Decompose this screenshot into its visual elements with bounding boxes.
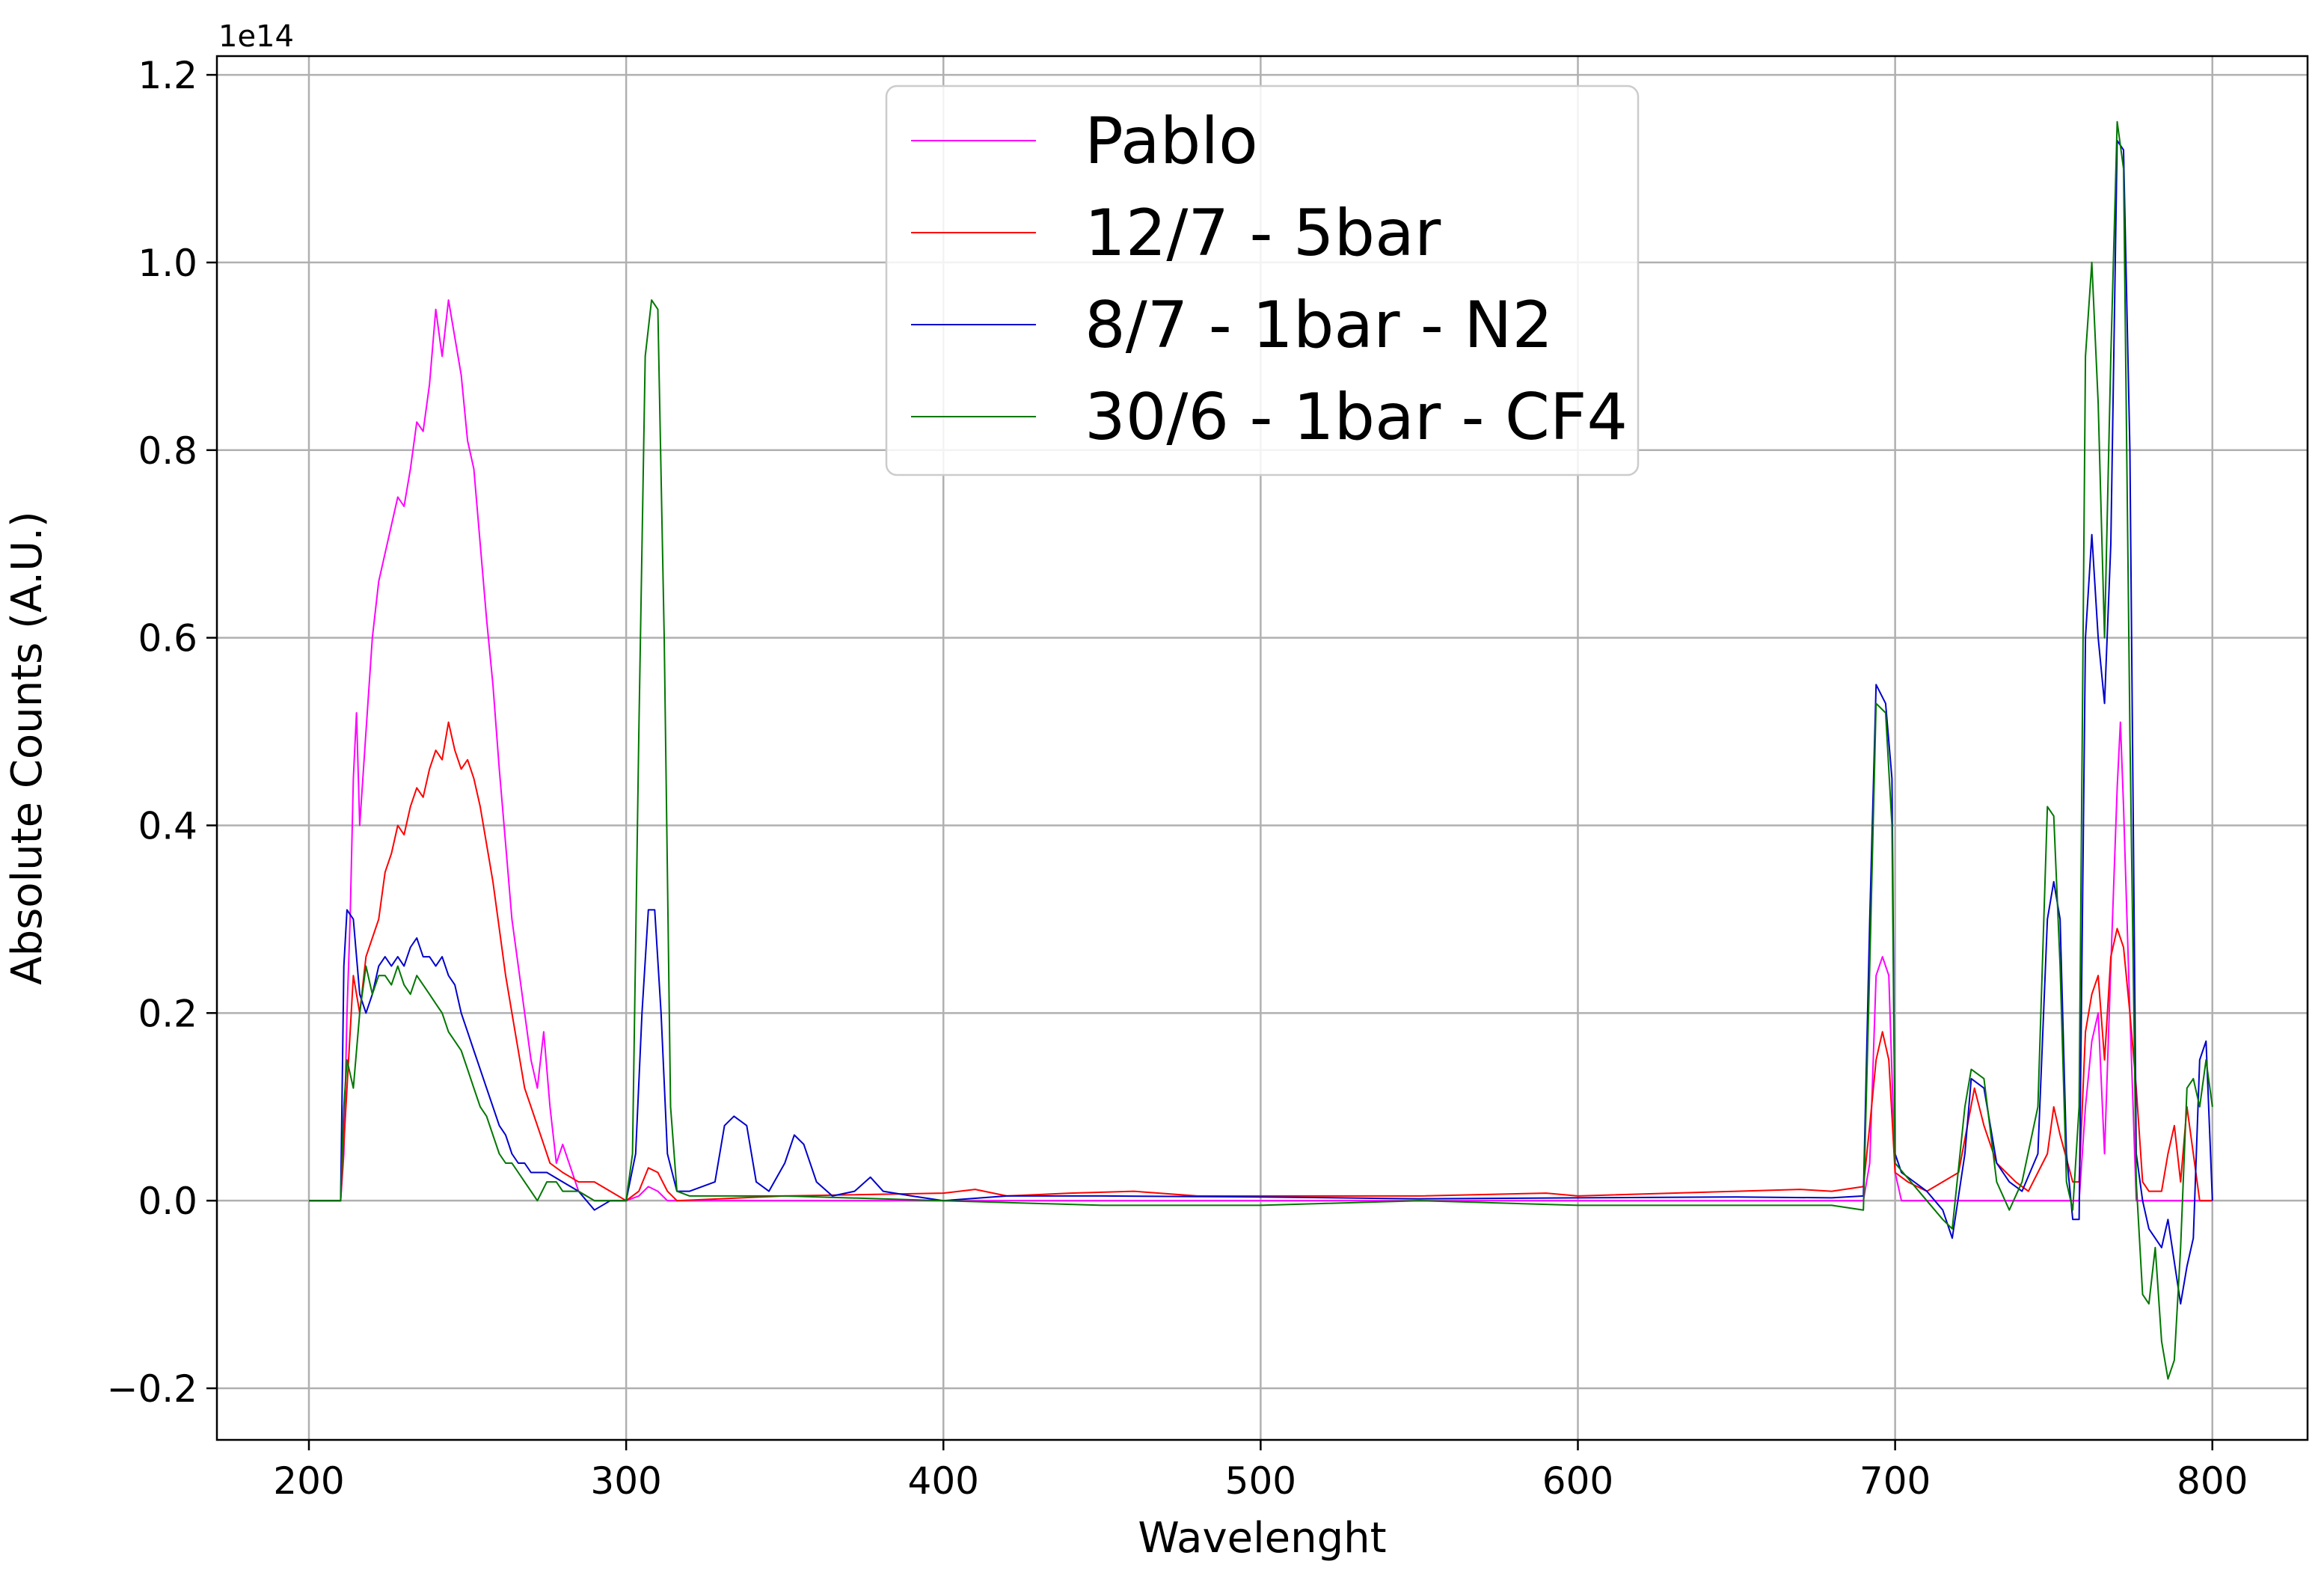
- x-axis-label: Wavelenght: [1138, 1514, 1386, 1563]
- y-tick-label: 0.8: [138, 429, 197, 473]
- y-tick-label: 0.0: [138, 1180, 197, 1223]
- x-tick-label: 200: [273, 1459, 344, 1503]
- y-tick-label: 1.2: [138, 54, 197, 97]
- y-offset-label: 1e14: [218, 19, 294, 54]
- plot-frame: [215, 55, 2309, 1441]
- series-line-1: [309, 299, 2213, 1202]
- legend: Pablo 12/7 - 5bar 8/7 - 1bar - N2 30/6 - 1b…: [885, 85, 1640, 476]
- x-tick-label: 400: [908, 1459, 979, 1503]
- legend-label: 8/7 - 1bar - N2: [1085, 288, 1553, 363]
- y-tick-label: −0.2: [107, 1367, 197, 1411]
- x-tick-label: 800: [2177, 1459, 2248, 1503]
- x-tick-label: 300: [590, 1459, 661, 1503]
- x-tick-label: 500: [1225, 1459, 1296, 1503]
- x-tick-label: 600: [1542, 1459, 1613, 1503]
- series-line-4: [309, 120, 2213, 1380]
- y-tick-label: 0.2: [138, 992, 197, 1035]
- series-layer: [309, 120, 2213, 1380]
- legend-label: 30/6 - 1bar - CF4: [1085, 380, 1628, 455]
- y-tick-label: 0.6: [138, 617, 197, 660]
- series-line-3: [309, 139, 2213, 1305]
- legend-label: Pablo: [1085, 104, 1258, 179]
- y-axis-label: Absolute Counts (A.U.): [3, 511, 52, 984]
- x-tick-label: 700: [1859, 1459, 1931, 1503]
- y-tick-label: 1.0: [138, 242, 197, 285]
- y-tick-label: 0.4: [138, 804, 197, 847]
- legend-label: 12/7 - 5bar: [1085, 196, 1441, 271]
- legend-box: [885, 85, 1640, 476]
- axis-ticks: 200 300 400 500 600 700 800 −0.2 0.0 0.2 0.4 0.6 0.8…: [107, 54, 2248, 1503]
